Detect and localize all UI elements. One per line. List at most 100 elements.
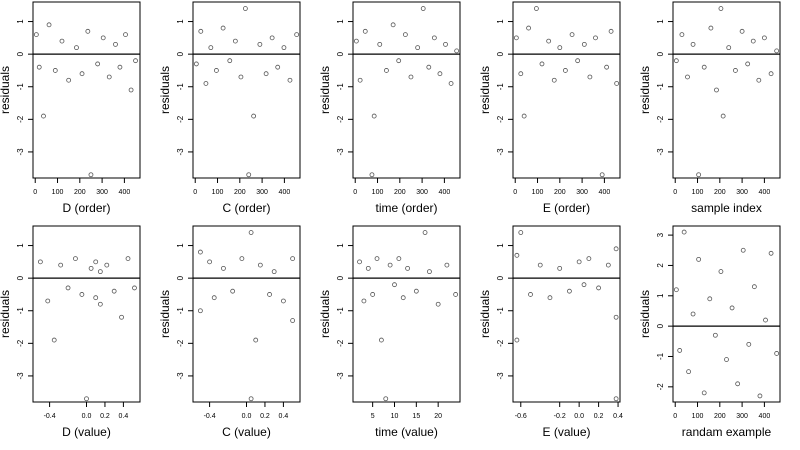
data-point — [74, 45, 79, 51]
data-point — [686, 369, 692, 375]
data-point — [557, 45, 563, 51]
y-tick-label-1: 1 — [336, 243, 345, 248]
y-axis-title: residuals — [638, 66, 652, 114]
data-point — [357, 77, 363, 83]
y-tick-label-m1: -1 — [656, 83, 665, 91]
data-point — [294, 32, 300, 37]
data-point — [426, 64, 432, 70]
data-point — [679, 32, 685, 37]
y-tick-label-2: 2 — [656, 263, 665, 268]
data-point — [613, 246, 619, 252]
data-point — [275, 64, 281, 70]
data-point — [58, 262, 64, 268]
data-point — [454, 48, 460, 54]
y-tick-label-0: 0 — [176, 51, 185, 56]
y-tick-label-m2: -2 — [16, 115, 25, 123]
data-point — [557, 265, 563, 271]
data-point — [248, 230, 254, 235]
data-point — [746, 341, 752, 347]
x-tick-label-200: 200 — [234, 189, 246, 196]
y-tick-label-1: 1 — [496, 19, 505, 24]
data-point — [608, 28, 614, 34]
x-tick-label-400: 400 — [119, 189, 131, 196]
data-point — [614, 81, 620, 86]
y-tick-label-1: 1 — [656, 19, 665, 24]
x-tick-label-100: 100 — [52, 189, 64, 196]
x-axis-title: E (order) — [543, 201, 590, 215]
data-point — [581, 282, 587, 288]
data-point — [132, 285, 137, 291]
data-point — [587, 74, 593, 80]
data-point — [97, 269, 103, 275]
data-point — [604, 64, 610, 70]
x-tick-label-100: 100 — [692, 189, 704, 196]
x-axis-title: time (value) — [375, 425, 438, 439]
y-axis-title: residuals — [638, 290, 652, 338]
data-point — [93, 259, 99, 265]
y-tick-label-m3: -3 — [16, 372, 25, 380]
data-point — [239, 256, 245, 261]
x-axis-title: randam example — [682, 425, 772, 439]
x-tick-label-200: 200 — [714, 189, 726, 196]
data-point — [377, 41, 383, 47]
data-point — [539, 61, 545, 67]
y-tick-label-0: 0 — [656, 323, 665, 328]
data-point — [690, 41, 696, 47]
y-tick-label-1: 1 — [496, 243, 505, 248]
data-point — [211, 295, 217, 301]
data-point — [93, 295, 99, 301]
data-point — [203, 81, 209, 86]
data-point — [546, 38, 552, 44]
scatter-panel-6: -0.4 0.0 0.2 0.4 -3 -2 -1 0 1 D (value) residuals — [0, 225, 141, 439]
data-point — [396, 58, 402, 64]
data-point — [735, 381, 741, 387]
y-tick-label-0: 0 — [336, 275, 345, 280]
data-point — [365, 265, 371, 271]
x-axis-title: C (value) — [222, 425, 271, 439]
data-point — [383, 396, 389, 402]
data-point — [774, 351, 780, 356]
data-point — [369, 172, 375, 178]
data-point — [724, 357, 729, 362]
y-tick-label-m3: -3 — [336, 372, 345, 380]
x-tick-label-0: 0 — [353, 189, 357, 196]
x-tick-label-0m4: 0.4 — [119, 413, 129, 420]
data-point — [400, 295, 406, 301]
data-point — [448, 81, 454, 86]
x-axis-title: D (value) — [62, 425, 111, 439]
data-point — [718, 6, 724, 11]
data-point — [290, 256, 296, 261]
data-point — [415, 45, 421, 51]
data-point — [701, 64, 707, 70]
y-tick-label-m2: -2 — [496, 115, 505, 123]
x-tick-label-0: 0 — [193, 189, 197, 196]
plot-frame — [512, 1, 621, 179]
scatter-panel-7: -0.4 0.0 0.2 0.4 -3 -2 -1 0 1 C (value) residuals — [158, 225, 301, 439]
data-point — [745, 61, 751, 67]
y-tick-label-m2: -2 — [176, 339, 185, 347]
data-point — [547, 295, 553, 301]
data-point — [45, 298, 51, 304]
data-point — [193, 61, 199, 67]
y-tick-label-m2: -2 — [656, 383, 665, 391]
y-tick-label-m2: -2 — [496, 339, 505, 347]
data-point — [396, 256, 402, 261]
data-point — [613, 314, 619, 320]
y-tick-label-m3: -3 — [176, 372, 185, 380]
x-axis-title: C (order) — [222, 201, 270, 215]
scatter-panel-1: 0 100 200 300 400 -3 -2 -1 0 1 D (order) residuals — [0, 1, 141, 215]
y-axis-title: residuals — [478, 66, 492, 114]
data-point — [685, 74, 690, 80]
data-point — [221, 265, 226, 271]
plot-frame — [352, 1, 461, 179]
data-point — [514, 252, 520, 258]
plot-frame — [352, 225, 461, 403]
data-point — [387, 262, 393, 268]
data-point — [526, 25, 532, 31]
x-tick-label-100: 100 — [212, 189, 224, 196]
data-point — [271, 269, 277, 275]
y-tick-label-1: 1 — [176, 19, 185, 24]
data-point — [59, 38, 65, 44]
y-tick-label-m1: -1 — [336, 307, 345, 315]
data-point — [513, 35, 519, 41]
